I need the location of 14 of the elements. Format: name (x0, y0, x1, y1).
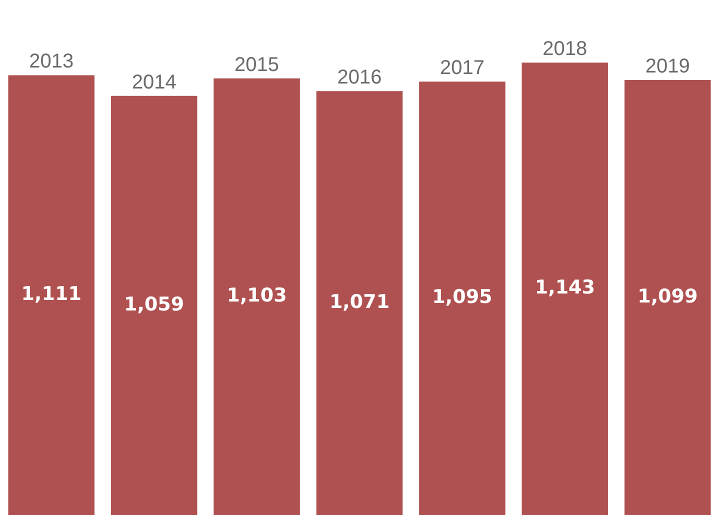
x-tick-label: 2019 (645, 55, 690, 78)
data-label: 1,071 (329, 290, 390, 313)
data-label: 1,143 (534, 276, 595, 299)
x-tick-label: 2014 (132, 71, 176, 94)
data-label: 1,095 (432, 286, 492, 308)
x-tick-label: 2018 (542, 38, 588, 60)
data-label: 1,099 (638, 285, 698, 308)
data-label: 1,111 (21, 283, 82, 306)
x-tick-label: 2015 (234, 54, 280, 76)
data-label: 1,103 (226, 284, 287, 307)
x-tick-label: 2016 (337, 66, 382, 89)
x-tick-label: 2017 (440, 57, 484, 80)
x-tick-label: 2013 (29, 50, 74, 73)
data-label: 1,059 (124, 293, 184, 316)
